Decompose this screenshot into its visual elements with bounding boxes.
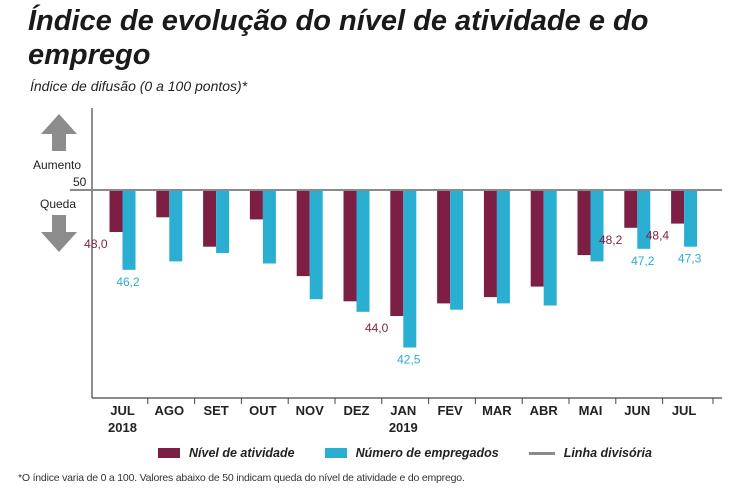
bar-nivel-11 (624, 190, 638, 228)
down-arrow-icon (41, 215, 77, 252)
x-labels-group: JUL AGO SET OUT NOV DEZ JAN FEV MAR ABR MAI JUN JUL 2… (108, 403, 696, 435)
bar-nivel-6 (390, 190, 404, 316)
x-tick-label-4: NOV (296, 403, 325, 418)
legend-item-empregados: Número de empregados (324, 446, 499, 460)
data-label-nivel-11: 48,2 (599, 233, 623, 247)
bar-nivel-8 (483, 190, 497, 298)
bar-chart: Aumento 50 Queda JUL AGO SET OUT NOV DEZ JAN FE… (33, 108, 722, 435)
x-tick-label-6: JAN (390, 403, 416, 418)
data-label-nivel-0: 48,0 (84, 237, 108, 251)
bar-empregados-9 (543, 190, 557, 306)
bar-empregados-10 (590, 190, 604, 262)
aumento-label: Aumento (33, 158, 81, 172)
bar-empregados-6 (403, 190, 417, 348)
bar-empregados-11 (637, 190, 651, 249)
legend-label-empregados: Número de empregados (355, 446, 499, 460)
x-tick-label-1: AGO (154, 403, 184, 418)
x-tick-label-2: SET (203, 403, 228, 418)
up-arrow-icon (41, 114, 77, 151)
direction-indicator: Aumento 50 Queda (33, 114, 87, 252)
bar-empregados-8 (496, 190, 510, 304)
legend-item-nivel: Nível de atividade (158, 446, 295, 460)
legend-label-linha: Linha divisória (563, 446, 652, 460)
x-tick-label-5: DEZ (344, 403, 370, 418)
data-label-empregados-6: 42,5 (397, 353, 421, 367)
legend-swatch-nivel (158, 448, 180, 458)
year-label-2018: 2018 (108, 420, 137, 435)
footnote: *O índice varia de 0 a 100. Valores abai… (18, 472, 465, 484)
legend-swatch-linha (528, 451, 555, 455)
x-tick-label-0: JUL (110, 403, 135, 418)
bar-empregados-1 (169, 190, 183, 262)
bar-nivel-0 (109, 190, 123, 232)
data-label-nivel-6: 44,0 (365, 321, 389, 335)
x-tick-label-11: JUN (624, 403, 650, 418)
bar-nivel-10 (577, 190, 591, 256)
data-label-nivel-12: 48,4 (646, 229, 670, 243)
legend-item-linha: Linha divisória (528, 446, 652, 460)
bar-empregados-12 (684, 190, 698, 247)
bar-empregados-2 (216, 190, 230, 253)
bar-nivel-5 (343, 190, 357, 302)
queda-label: Queda (40, 197, 76, 211)
x-ticks-group (147, 398, 714, 404)
data-labels-group: 48,0 46,2 44,0 42,5 48,2 47,2 48,4 47,3 (84, 229, 701, 367)
bar-empregados-7 (450, 190, 464, 310)
legend: Nível de atividade Número de empregados … (158, 444, 682, 462)
bar-nivel-12 (671, 190, 685, 224)
bar-nivel-9 (530, 190, 544, 287)
legend-swatch-empregados (324, 448, 347, 458)
bar-empregados-4 (309, 190, 323, 300)
data-label-empregados-11: 47,2 (631, 254, 655, 268)
bar-empregados-3 (262, 190, 276, 264)
bar-nivel-2 (203, 190, 217, 247)
bar-empregados-5 (356, 190, 370, 312)
bar-nivel-1 (156, 190, 170, 218)
bar-nivel-3 (249, 190, 263, 220)
bar-nivel-7 (437, 190, 451, 304)
x-tick-label-3: OUT (249, 403, 277, 418)
data-label-empregados-0: 46,2 (116, 275, 140, 289)
legend-label-nivel: Nível de atividade (189, 446, 295, 460)
x-tick-label-7: FEV (437, 403, 463, 418)
chart-title: Índice de evolução do nível de atividade… (28, 5, 649, 71)
baseline-label: 50 (73, 175, 87, 189)
year-label-2019: 2019 (389, 420, 418, 435)
x-tick-label-8: MAR (482, 403, 512, 418)
bars-group (109, 190, 698, 348)
bar-empregados-0 (122, 190, 136, 270)
bar-nivel-4 (296, 190, 310, 277)
x-tick-label-9: ABR (530, 403, 559, 418)
x-tick-label-10: MAI (579, 403, 603, 418)
data-label-empregados-12: 47,3 (678, 252, 702, 266)
chart-subtitle: Índice de difusão (0 a 100 pontos)* (30, 78, 248, 94)
x-tick-label-12: JUL (672, 403, 697, 418)
